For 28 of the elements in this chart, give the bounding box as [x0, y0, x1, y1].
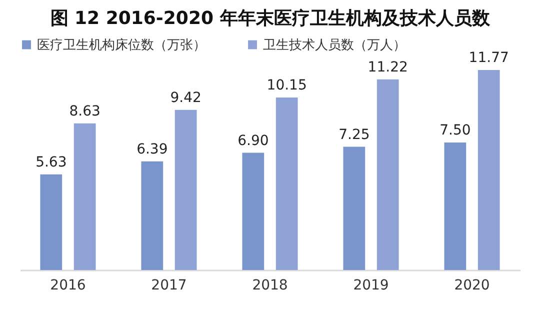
data-label: 6.39: [136, 141, 168, 158]
bar: [376, 79, 399, 270]
x-tick-label: 2020: [454, 278, 490, 294]
bar: [40, 174, 62, 270]
bar: [242, 152, 264, 270]
x-tick-label: 2018: [252, 278, 288, 294]
data-label: 11.77: [468, 50, 509, 66]
data-label: 7.25: [338, 126, 370, 143]
x-tick-label: 2017: [151, 278, 187, 294]
x-tick-label: 2019: [353, 278, 389, 294]
data-label: 10.15: [266, 78, 307, 94]
bar: [444, 142, 466, 270]
legend-label: 医疗卫生机构床位数（万张）: [37, 38, 206, 53]
data-label: 7.50: [440, 122, 471, 139]
bar: [141, 161, 164, 270]
data-label: 11.22: [368, 59, 408, 76]
data-label: 8.63: [69, 103, 100, 120]
bar: [343, 146, 366, 270]
data-label: 9.42: [170, 90, 202, 106]
x-tick-label: 2016: [50, 278, 86, 294]
legend-label: 卫生技术人员数（万人）: [263, 38, 406, 53]
chart-title: 图 12 2016-2020 年年末医疗卫生机构及技术人员数: [50, 8, 491, 29]
bar: [276, 98, 298, 270]
data-label: 6.90: [238, 132, 269, 149]
bar: [478, 70, 500, 270]
bar: [74, 123, 96, 270]
bar: [174, 110, 197, 270]
data-label: 5.63: [36, 154, 67, 170]
